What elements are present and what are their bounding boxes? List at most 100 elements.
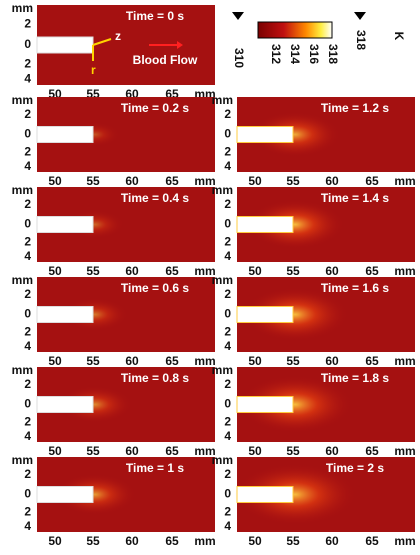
y-tick-label: 0 — [224, 397, 231, 411]
x-tick-label: 60 — [125, 534, 139, 548]
heat-glow — [55, 474, 135, 515]
y-tick-label: 2 — [24, 235, 31, 249]
x-tick-label: 55 — [86, 444, 100, 458]
y-unit: mm — [12, 183, 33, 197]
y-tick-label: 0 — [24, 487, 31, 501]
y-tick-label: 0 — [24, 397, 31, 411]
probe — [36, 216, 94, 233]
heat-glow — [235, 464, 355, 525]
x-tick-label: 65 — [165, 174, 179, 188]
x-unit: mm — [394, 534, 415, 548]
x-tick-label: 65 — [165, 354, 179, 368]
x-unit: mm — [194, 264, 215, 278]
y-unit: mm — [212, 183, 233, 197]
z-label: z — [115, 29, 121, 43]
heat-glow — [239, 376, 351, 433]
x-tick-label: 65 — [365, 444, 379, 458]
y-tick-label: 0 — [24, 127, 31, 141]
x-tick-label: 60 — [325, 534, 339, 548]
z-arrow — [92, 38, 112, 46]
colorbar-tick: 314 — [288, 44, 302, 64]
probe — [236, 396, 294, 413]
x-tick-label: 50 — [48, 264, 62, 278]
y-tick-label: 2 — [24, 505, 31, 519]
probe — [36, 306, 94, 323]
probe — [36, 486, 94, 503]
heat-glow — [251, 112, 339, 157]
y-tick-label: 0 — [224, 307, 231, 321]
x-tick-label: 50 — [48, 534, 62, 548]
colorbar-tick: 316 — [307, 44, 321, 64]
x-tick-label: 60 — [325, 444, 339, 458]
y-tick-label: 0 — [224, 217, 231, 231]
y-tick-label: 4 — [24, 159, 31, 173]
y-unit: mm — [212, 273, 233, 287]
y-unit: mm — [12, 363, 33, 377]
flow-label: Blood Flow — [133, 53, 198, 67]
x-tick-label: 55 — [86, 534, 100, 548]
x-tick-label: 50 — [248, 534, 262, 548]
x-tick-label: 50 — [248, 174, 262, 188]
x-unit: mm — [194, 174, 215, 188]
x-tick-label: 65 — [365, 264, 379, 278]
x-tick-label: 50 — [248, 264, 262, 278]
x-tick-label: 55 — [86, 174, 100, 188]
x-tick-label: 60 — [125, 264, 139, 278]
x-tick-label: 60 — [325, 354, 339, 368]
y-tick-label: 2 — [24, 287, 31, 301]
x-tick-label: 55 — [286, 444, 300, 458]
x-tick-label: 50 — [48, 444, 62, 458]
time-label: Time = 0 s — [126, 9, 184, 23]
x-tick-label: 50 — [248, 354, 262, 368]
time-label: Time = 1.4 s — [321, 191, 389, 205]
time-label: Time = 2 s — [326, 461, 384, 475]
x-unit: mm — [394, 174, 415, 188]
y-tick-label: 2 — [24, 56, 31, 70]
x-tick-label: 50 — [48, 354, 62, 368]
x-tick-label: 60 — [125, 354, 139, 368]
x-tick-label: 60 — [325, 174, 339, 188]
y-unit: mm — [12, 93, 33, 107]
x-unit: mm — [394, 264, 415, 278]
time-label: Time = 0.6 s — [121, 281, 189, 295]
y-unit: mm — [212, 93, 233, 107]
colorbar-min: 310 — [232, 48, 246, 68]
time-label: Time = 1.8 s — [321, 371, 389, 385]
x-tick-label: 65 — [365, 534, 379, 548]
time-label: Time = 1 s — [126, 461, 184, 475]
heat-glow — [59, 386, 131, 423]
y-tick-label: 2 — [224, 325, 231, 339]
time-label: Time = 0.2 s — [121, 101, 189, 115]
colorbar-max: 318 — [354, 30, 368, 50]
x-tick-label: 50 — [248, 444, 262, 458]
y-tick-label: 2 — [24, 107, 31, 121]
y-tick-label: 0 — [224, 487, 231, 501]
probe — [236, 486, 294, 503]
y-tick-label: 2 — [224, 415, 231, 429]
time-label: Time = 1.6 s — [321, 281, 389, 295]
colorbar-tick: 318 — [326, 44, 340, 64]
y-tick-label: 4 — [24, 519, 31, 533]
y-tick-label: 2 — [24, 377, 31, 391]
y-tick-label: 4 — [224, 429, 231, 443]
x-tick-label: 65 — [165, 444, 179, 458]
y-tick-label: 2 — [24, 16, 31, 30]
x-unit: mm — [394, 444, 415, 458]
x-tick-label: 55 — [286, 354, 300, 368]
y-tick-label: 2 — [224, 505, 231, 519]
r-label: r — [91, 63, 96, 77]
x-tick-label: 55 — [86, 264, 100, 278]
probe — [36, 126, 94, 143]
x-tick-label: 55 — [286, 174, 300, 188]
y-tick-label: 0 — [24, 37, 31, 51]
probe — [236, 216, 294, 233]
time-label: Time = 1.2 s — [321, 101, 389, 115]
x-unit: mm — [194, 534, 215, 548]
y-unit: mm — [12, 273, 33, 287]
y-tick-label: 4 — [224, 159, 231, 173]
heat-glow — [247, 200, 343, 249]
y-tick-label: 2 — [224, 377, 231, 391]
